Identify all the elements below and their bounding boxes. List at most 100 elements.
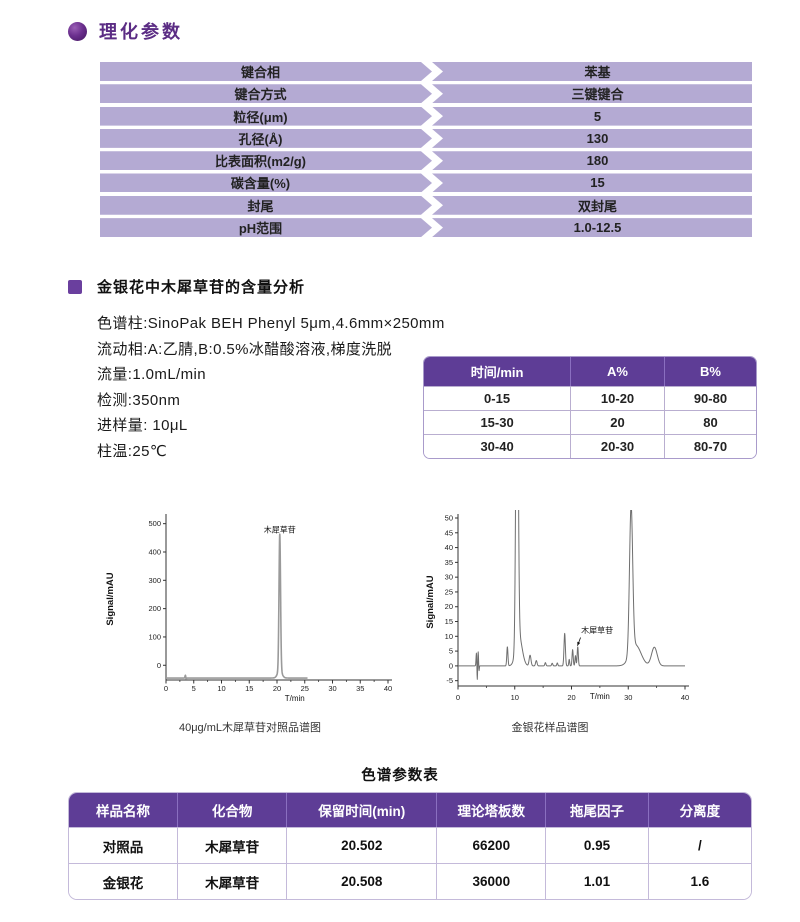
property-row: 孔径(Å) 130 [100, 128, 752, 148]
y-tick-label: 30 [445, 573, 453, 582]
property-value: 双封尾 [432, 195, 752, 215]
params-row: 金银花 木犀草苷 20.508 36000 1.01 1.6 [69, 863, 751, 899]
gradient-cell: 20-30 [571, 434, 665, 458]
gradient-row: 15-30 20 80 [424, 410, 756, 434]
params-cell: 1.01 [546, 863, 649, 899]
params-col-header: 拖尾因子 [546, 793, 649, 827]
x-tick-label: 30 [328, 684, 336, 693]
y-axis-title: Signal/mAU [425, 575, 436, 628]
property-label: 粒径(μm) [100, 107, 432, 126]
y-tick-label: 20 [445, 602, 453, 611]
x-tick-label: 40 [681, 693, 689, 702]
condition-line: 流量:1.0mL/min [97, 366, 206, 383]
property-label: 键合相 [100, 62, 432, 81]
condition-line: 检测:350nm [97, 391, 181, 409]
chromatogram-standard: 0 100 200 300 400 500 0 5 10 15 20 25 30 35 40 Signal/m… [105, 514, 392, 703]
gradient-row: 30-40 20-30 80-70 [424, 434, 756, 458]
y-tick-label: 0 [449, 661, 453, 670]
params-col-header: 化合物 [178, 793, 288, 827]
property-value: 苯基 [432, 62, 752, 81]
property-value: 130 [432, 128, 752, 148]
y-tick-label: 5 [449, 647, 453, 656]
property-label: 键合方式 [100, 84, 432, 103]
gradient-col-header: B% [664, 357, 756, 386]
params-cell: 1.6 [648, 863, 751, 899]
property-label: 孔径(Å) [100, 129, 432, 148]
property-value: 15 [432, 173, 752, 193]
y-tick-label: 100 [148, 632, 161, 641]
x-tick-label: 25 [301, 684, 309, 693]
x-axis-title: T/min [285, 694, 305, 703]
y-tick-label: 10 [445, 632, 453, 641]
params-col-header: 样品名称 [69, 793, 179, 827]
params-cell: 金银花 [69, 863, 179, 899]
property-row: 粒径(μm) 5 [100, 106, 752, 126]
gradient-col-header: A% [571, 357, 665, 386]
property-label: 碳含量(%) [100, 173, 432, 192]
x-tick-label: 30 [624, 693, 632, 702]
gradient-cell: 30-40 [424, 434, 572, 458]
y-tick-label: 35 [445, 558, 453, 567]
params-table: 样品名称 化合物 保留时间(min) 理论塔板数 拖尾因子 分离度 对照品 木犀草苷 20.5… [68, 792, 752, 900]
params-table-title: 色谱参数表 [361, 768, 439, 784]
condition-line: 色谱柱:SinoPak BEH Phenyl 5μm,4.6mm×250mm [97, 315, 445, 332]
x-tick-label: 10 [511, 693, 519, 702]
gradient-cell: 10-20 [571, 386, 665, 410]
y-tick-label: 25 [445, 587, 453, 596]
x-tick-label: 0 [456, 693, 460, 702]
property-label: pH范围 [100, 218, 432, 237]
bullet-circle-icon [68, 21, 87, 41]
params-cell: 木犀草苷 [178, 863, 288, 899]
gradient-cell: 90-80 [664, 386, 756, 410]
property-row: 封尾 双封尾 [100, 195, 752, 215]
y-tick-label: -5 [446, 676, 453, 685]
x-tick-label: 15 [245, 684, 253, 693]
params-cell: 0.95 [546, 827, 649, 863]
y-tick-label: 15 [445, 617, 453, 626]
condition-line: 流动相:A:乙腈,B:0.5%冰醋酸溶液,梯度洗脱 [97, 340, 393, 358]
property-row: 比表面积(m2/g) 180 [100, 151, 752, 171]
property-row: 键合方式 三键键合 [100, 84, 752, 104]
properties-table: 键合相 苯基 键合方式 三键键合 粒径(μm) 5 孔径(Å) 130 比表面积(m2/g) 18… [100, 62, 752, 240]
y-tick-label: 0 [157, 661, 161, 670]
params-cell: 20.502 [287, 827, 438, 863]
params-cell: 36000 [437, 863, 547, 899]
params-cell: 木犀草苷 [178, 827, 288, 863]
property-value: 三键键合 [432, 84, 752, 104]
property-row: 碳含量(%) 15 [100, 173, 752, 193]
peak-label: 木犀草苷 [264, 525, 296, 535]
gradient-cell: 80-70 [664, 434, 756, 458]
property-label: 比表面积(m2/g) [100, 151, 432, 170]
page-header: 理化参数 [68, 18, 183, 44]
section-header: 金银花中木犀草苷的含量分析 [68, 276, 305, 297]
chromatogram-trace [457, 510, 686, 680]
params-table-wrap: 样品名称 化合物 保留时间(min) 理论塔板数 拖尾因子 分离度 对照品 木犀草苷 20.5… [68, 792, 752, 900]
x-tick-label: 5 [192, 684, 196, 693]
params-row: 对照品 木犀草苷 20.502 66200 0.95/ [69, 827, 751, 863]
params-cell: / [648, 827, 751, 863]
section-title: 金银花中木犀草苷的含量分析 [97, 279, 306, 296]
caption-sample: 金银花样品谱图 [511, 722, 589, 734]
params-cell: 对照品 [69, 827, 179, 863]
y-tick-label: 40 [445, 543, 453, 552]
chromatogram-trace [165, 533, 309, 680]
params-cell: 20.508 [287, 863, 438, 899]
page-title: 理化参数 [99, 22, 183, 42]
y-axis-title: Signal/mAU [105, 572, 116, 625]
gradient-cell: 20 [571, 410, 665, 434]
params-cell: 66200 [437, 827, 547, 863]
peak-label: 木犀草苷 [581, 625, 613, 635]
y-tick-label: 400 [148, 547, 161, 556]
x-tick-label: 10 [217, 684, 225, 693]
x-tick-label: 35 [356, 684, 364, 693]
hplc-conditions: 色谱柱:SinoPak BEH Phenyl 5μm,4.6mm×250mm 流动… [97, 311, 445, 464]
property-value: 1.0-12.5 [432, 218, 752, 238]
params-col-header: 理论塔板数 [437, 793, 547, 827]
gradient-cell: 80 [664, 410, 756, 434]
gradient-row: 0-15 10-20 90-80 [424, 386, 756, 410]
property-row: 键合相 苯基 [100, 62, 752, 81]
y-tick-label: 45 [445, 528, 453, 537]
gradient-table: 时间/min A% B% 0-15 10-20 90-80 15-30 20 80 30-40 2… [423, 356, 757, 459]
params-col-header: 分离度 [648, 793, 751, 827]
